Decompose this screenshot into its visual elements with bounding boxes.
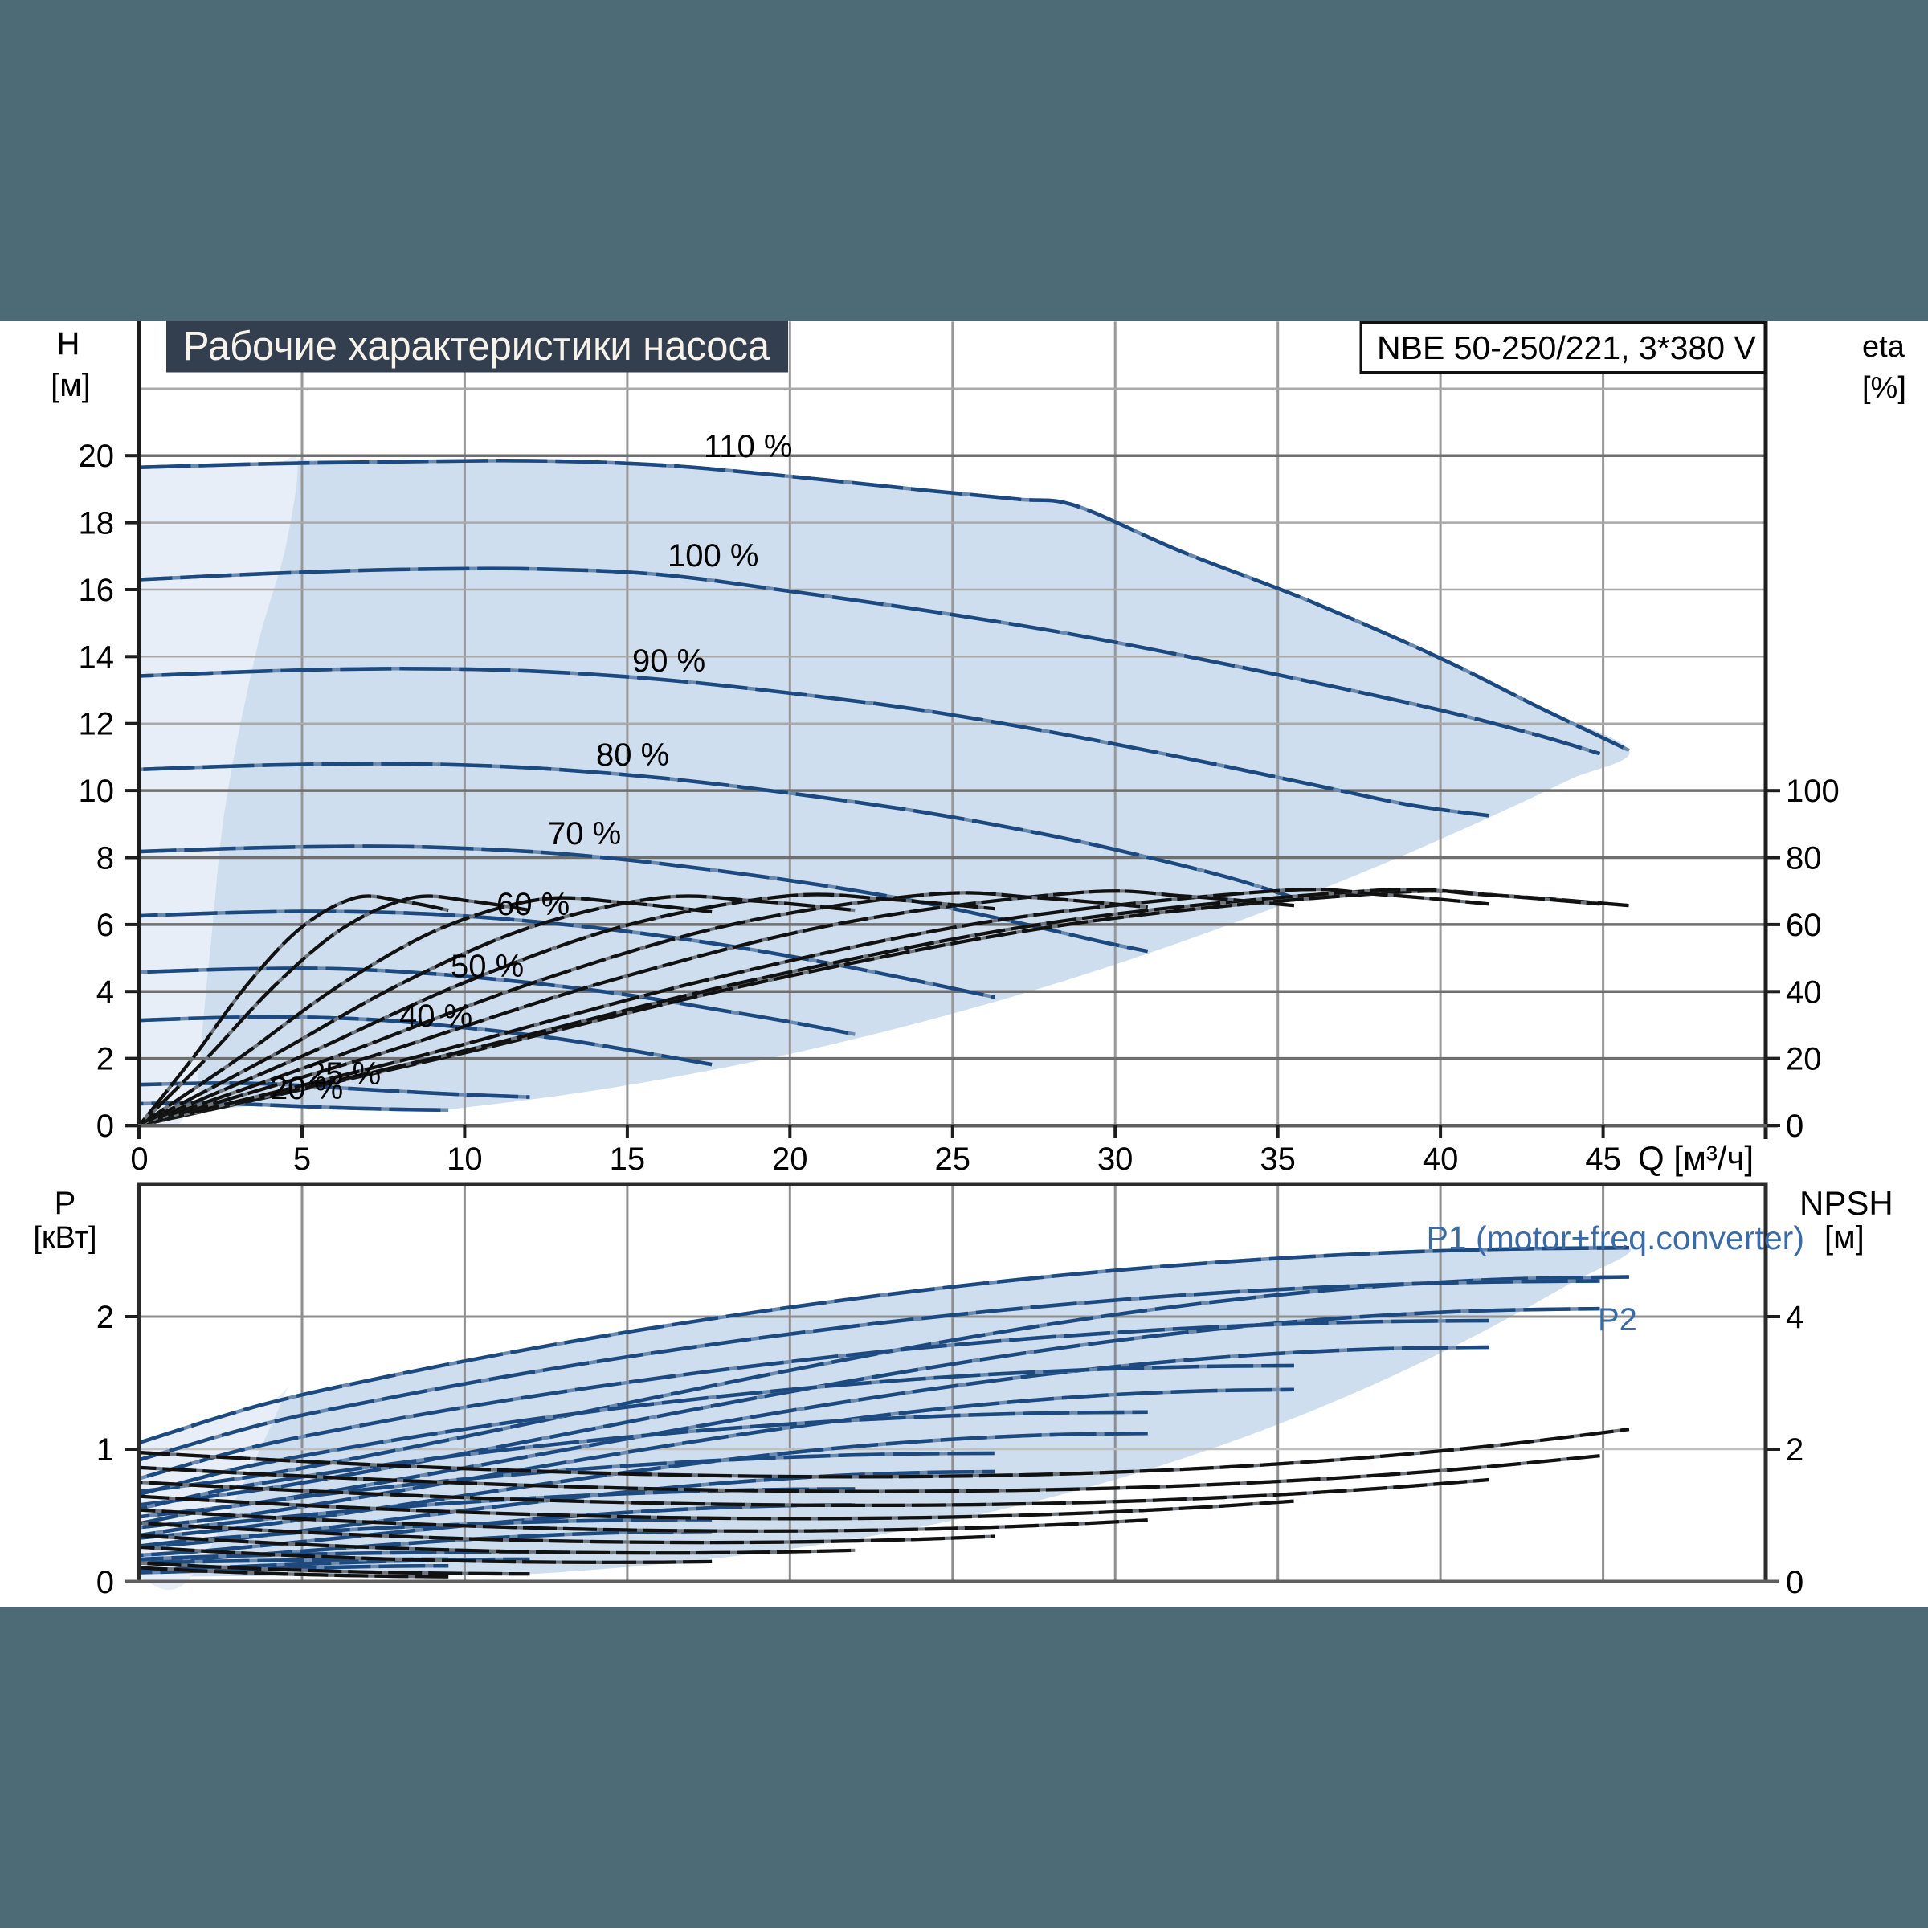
svg-text:NBE 50-250/221, 3*380 V: NBE 50-250/221, 3*380 V [1377, 329, 1756, 366]
svg-text:[%]: [%] [1862, 371, 1906, 405]
svg-text:2: 2 [96, 1300, 114, 1335]
svg-text:[кВт]: [кВт] [33, 1221, 96, 1255]
svg-text:40: 40 [1786, 974, 1822, 1010]
svg-text:20: 20 [79, 439, 115, 474]
svg-text:10: 10 [447, 1142, 483, 1177]
svg-text:16: 16 [79, 573, 115, 608]
svg-text:80 %: 80 % [596, 737, 669, 773]
svg-text:[м]: [м] [1824, 1220, 1865, 1256]
svg-text:Q [м³/ч]: Q [м³/ч] [1638, 1139, 1754, 1177]
svg-text:20 %: 20 % [270, 1071, 343, 1106]
svg-text:6: 6 [96, 908, 114, 943]
svg-text:P1 (motor+freq.converter): P1 (motor+freq.converter) [1426, 1219, 1804, 1256]
svg-text:0: 0 [1786, 1565, 1803, 1600]
svg-text:30: 30 [1097, 1142, 1134, 1177]
svg-text:Рабочие характеристики насоса: Рабочие характеристики насоса [183, 323, 770, 369]
svg-text:25 %: 25 % [308, 1056, 381, 1092]
svg-text:45: 45 [1585, 1142, 1621, 1177]
svg-text:4: 4 [96, 974, 114, 1010]
svg-text:100: 100 [1786, 774, 1840, 809]
svg-text:2: 2 [1786, 1432, 1803, 1468]
svg-text:14: 14 [79, 639, 115, 675]
svg-text:60: 60 [1786, 908, 1822, 943]
svg-text:60 %: 60 % [496, 887, 570, 922]
svg-text:20: 20 [772, 1142, 808, 1177]
svg-text:12: 12 [79, 707, 115, 742]
svg-text:P: P [55, 1186, 76, 1221]
svg-text:70 %: 70 % [548, 816, 621, 852]
svg-text:50 %: 50 % [451, 949, 524, 984]
svg-text:80: 80 [1786, 841, 1822, 876]
svg-text:[м]: [м] [51, 368, 91, 403]
svg-text:100 %: 100 % [668, 538, 758, 574]
svg-text:1: 1 [96, 1432, 114, 1468]
svg-text:H: H [57, 326, 80, 361]
svg-text:0: 0 [96, 1109, 114, 1144]
svg-text:eta: eta [1862, 330, 1906, 364]
svg-text:40 %: 40 % [399, 999, 472, 1034]
svg-text:P2: P2 [1598, 1302, 1637, 1338]
svg-text:90 %: 90 % [632, 643, 705, 679]
svg-text:2: 2 [96, 1042, 114, 1077]
svg-text:35: 35 [1260, 1142, 1296, 1177]
svg-text:5: 5 [293, 1142, 311, 1177]
svg-text:20: 20 [1786, 1042, 1822, 1077]
svg-text:0: 0 [1786, 1109, 1803, 1144]
svg-text:15: 15 [610, 1142, 646, 1177]
svg-text:0: 0 [96, 1565, 114, 1600]
svg-text:NPSH: NPSH [1799, 1184, 1893, 1222]
svg-text:8: 8 [96, 841, 114, 876]
svg-text:40: 40 [1423, 1142, 1459, 1177]
svg-text:0: 0 [130, 1142, 148, 1177]
svg-text:18: 18 [79, 506, 115, 541]
svg-text:110 %: 110 % [704, 429, 792, 464]
svg-text:4: 4 [1786, 1300, 1803, 1335]
svg-text:10: 10 [79, 774, 115, 809]
svg-text:25: 25 [935, 1142, 971, 1177]
